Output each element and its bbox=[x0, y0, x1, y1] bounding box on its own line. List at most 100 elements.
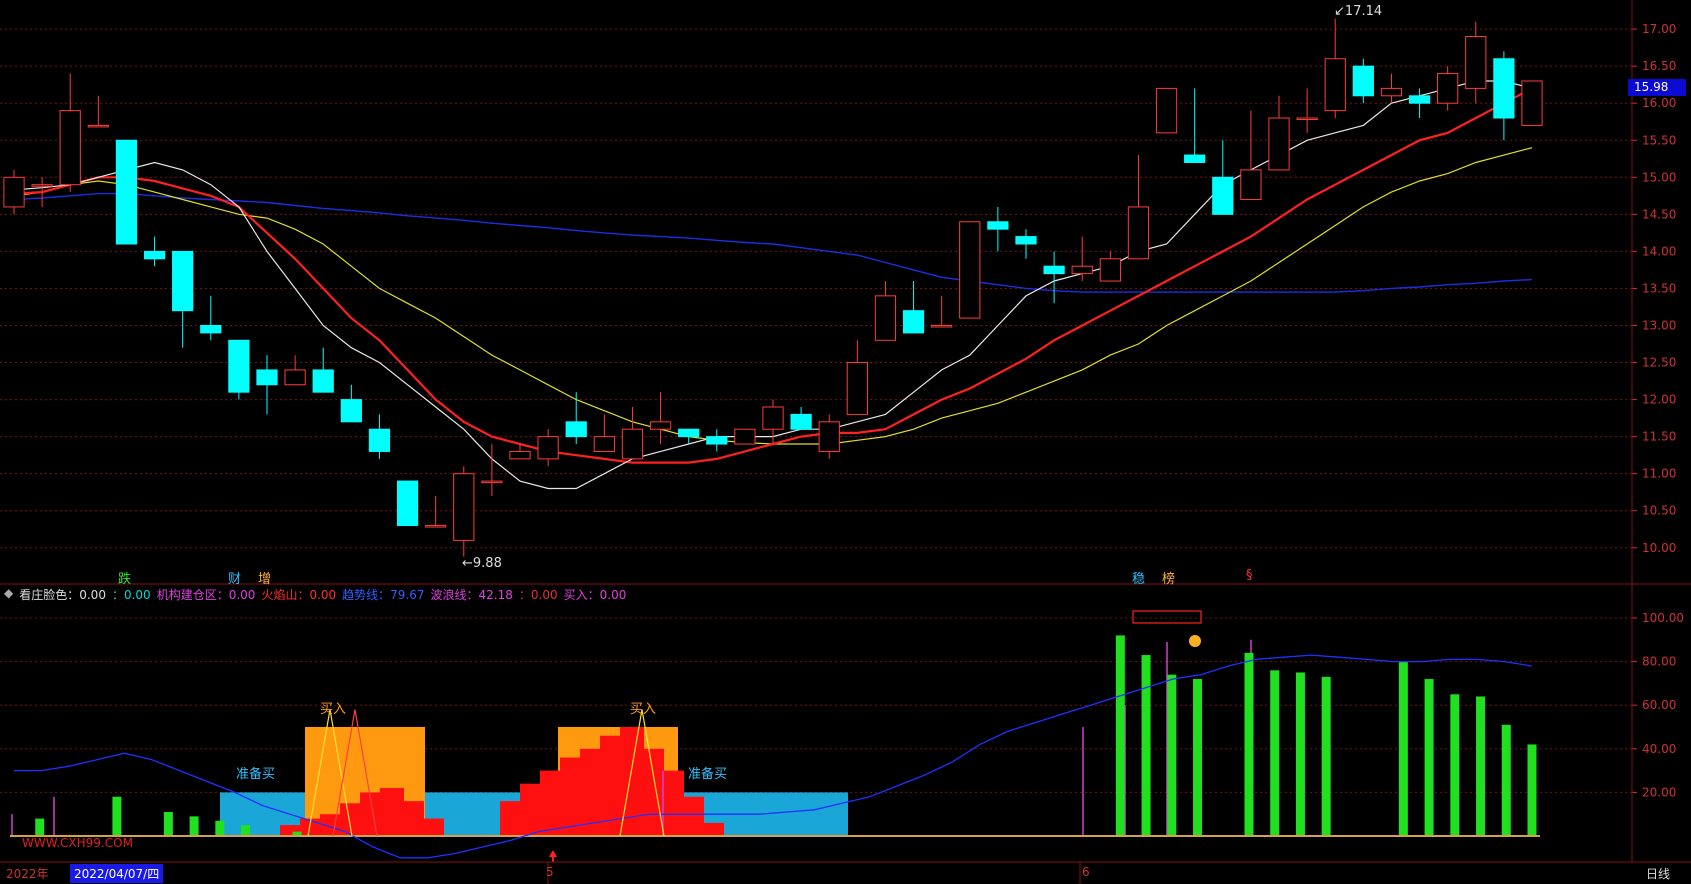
fire-bar bbox=[420, 818, 444, 836]
indicator-value-3: 火焰山：0.00 bbox=[261, 588, 337, 602]
price-tick-label: 12.00 bbox=[1642, 393, 1676, 407]
institution-bar bbox=[1167, 674, 1177, 836]
buy-signal-line bbox=[332, 709, 378, 837]
candle-body bbox=[1127, 206, 1150, 260]
signal-mark-1: 财 bbox=[228, 572, 242, 587]
candle-body bbox=[790, 413, 812, 430]
money-bag-icon bbox=[1189, 635, 1201, 647]
sub-tick-label: 100.00 bbox=[1642, 611, 1684, 625]
alert-box bbox=[1132, 610, 1202, 624]
price-tick-label: 13.00 bbox=[1642, 318, 1676, 332]
candle-body bbox=[3, 176, 25, 208]
institution-bar bbox=[1476, 696, 1486, 836]
candle-body bbox=[312, 369, 334, 393]
candle-body bbox=[762, 406, 784, 430]
price-tick-label: 16.00 bbox=[1642, 96, 1676, 110]
cursor-date: 2022/04/07/四 bbox=[70, 864, 164, 883]
price-tick-label: 11.00 bbox=[1642, 467, 1676, 481]
indicator-value-6: ：0.00 bbox=[518, 588, 558, 602]
price-tick-label: 10.00 bbox=[1642, 541, 1676, 555]
buy-signal-line bbox=[619, 709, 665, 837]
price-tick-label: 12.50 bbox=[1642, 356, 1676, 370]
institution-bar bbox=[1270, 670, 1280, 836]
candle-body bbox=[509, 450, 531, 460]
buy-signal-line bbox=[307, 709, 353, 837]
indicator-value-5: 波浪线：42.18 bbox=[430, 588, 513, 602]
indicator-collapse-icon[interactable]: ◆ bbox=[4, 586, 14, 600]
candle-body bbox=[1071, 265, 1093, 275]
candle-body bbox=[1493, 58, 1515, 119]
price-tick-label: 14.00 bbox=[1642, 244, 1676, 258]
candle-body bbox=[987, 221, 1009, 230]
institution-bar bbox=[292, 831, 302, 836]
up-arrow-icon bbox=[549, 850, 557, 857]
institution-bar bbox=[1321, 676, 1331, 836]
candle-body bbox=[172, 250, 194, 312]
institution-bar bbox=[1115, 635, 1125, 836]
signal-mark-4: 榜 bbox=[1162, 572, 1176, 587]
institution-bar bbox=[1398, 661, 1408, 836]
sub-tick-label: 20.00 bbox=[1642, 785, 1676, 799]
candle-body bbox=[481, 480, 503, 484]
candle-body bbox=[1465, 36, 1487, 89]
candle-body bbox=[228, 339, 250, 393]
price-tick-label: 11.50 bbox=[1642, 430, 1676, 444]
candle-body bbox=[1408, 95, 1431, 104]
signal-mark-3: 稳 bbox=[1132, 572, 1146, 587]
candle-body bbox=[31, 184, 53, 187]
institution-bar bbox=[1244, 652, 1254, 836]
month-5-label: 5 bbox=[546, 865, 554, 879]
price-axis: 17.00 16.50 16.00 15.50 15.00 14.50 14.00 13.50… bbox=[1632, 22, 1676, 555]
candle-body bbox=[115, 139, 138, 245]
candle-body bbox=[453, 473, 475, 541]
fire-bar bbox=[320, 814, 344, 836]
low-price-label: ←9.88 bbox=[462, 556, 502, 571]
candle-body bbox=[706, 436, 728, 445]
indicator-value-7: 买入：0.00 bbox=[563, 588, 627, 602]
price-tick-label: 13.50 bbox=[1642, 281, 1676, 295]
price-tick-label: 15.00 bbox=[1642, 170, 1676, 184]
candle-body bbox=[1437, 73, 1459, 104]
fire-bar bbox=[280, 825, 304, 836]
time-axis-footer: 2022年 2022/04/07/四 5 6 日线 bbox=[0, 862, 1691, 884]
candle-body bbox=[1099, 258, 1121, 282]
institution-bar bbox=[1501, 724, 1511, 836]
buy-label-2: 买入 bbox=[630, 702, 657, 717]
candle-body bbox=[368, 428, 391, 452]
ma60-line bbox=[13, 192, 1533, 293]
candle-body bbox=[1184, 154, 1206, 163]
candle-body bbox=[959, 221, 981, 319]
candle-body bbox=[284, 369, 306, 386]
candle-body bbox=[59, 110, 81, 186]
candle-body bbox=[621, 428, 644, 460]
candle-body bbox=[537, 436, 559, 460]
candle-body bbox=[931, 324, 953, 328]
candle-body bbox=[1352, 65, 1374, 97]
website-watermark: WWW.CXH99.COM bbox=[22, 836, 133, 850]
candle-body bbox=[1155, 87, 1178, 134]
period-selector[interactable]: 日线 bbox=[1646, 867, 1671, 881]
prep-buy-label-2: 准备买 bbox=[688, 767, 728, 782]
indicator-value-4: 趋势线：79.67 bbox=[342, 588, 425, 602]
candle-body bbox=[1240, 169, 1262, 201]
institution-bar bbox=[1527, 744, 1537, 836]
fire-bar bbox=[700, 822, 724, 836]
candle-body bbox=[1296, 117, 1318, 121]
year-label: 2022年 bbox=[6, 867, 49, 881]
prep-buy-label-1: 准备买 bbox=[236, 767, 276, 782]
institution-bar bbox=[1424, 679, 1434, 836]
candle-body bbox=[256, 369, 278, 386]
candle-body bbox=[87, 124, 109, 128]
candle-body bbox=[425, 525, 447, 528]
institution-bar bbox=[215, 820, 225, 836]
price-tick-label: 16.50 bbox=[1642, 59, 1676, 73]
institution-bar bbox=[35, 818, 45, 836]
candle-body bbox=[1015, 236, 1037, 245]
candle-body bbox=[1324, 58, 1346, 112]
institution-bar bbox=[189, 816, 199, 836]
institution-bar bbox=[1193, 679, 1203, 836]
candle-body bbox=[565, 421, 587, 438]
signal-mark-5: § bbox=[1246, 568, 1253, 583]
indicator-lines bbox=[14, 610, 1533, 862]
